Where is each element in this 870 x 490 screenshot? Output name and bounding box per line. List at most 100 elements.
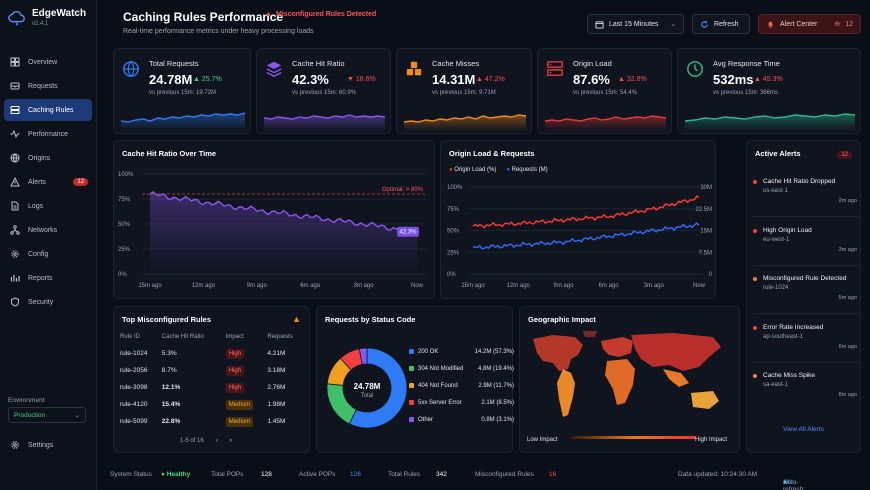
- impact-badge: High: [225, 348, 245, 359]
- time-range-select[interactable]: Last 15 Minutes ⌄: [587, 14, 684, 34]
- sidebar-item-networks[interactable]: Networks: [4, 219, 92, 241]
- pagination: 1-5 of 16 ‹ ›: [180, 438, 232, 444]
- legend-swatch: [409, 400, 414, 405]
- alert-item[interactable]: Misconfigured Rule Detected rule-1024 5m a…: [753, 275, 857, 305]
- kpi-card-origin-load[interactable]: Origin Load 87.6% ▲ 32.8% vs previous 15m: …: [537, 48, 672, 134]
- alert-center-button[interactable]: Alert Center ⊖ 12: [758, 14, 861, 34]
- legend-label: 304 Not Modified: [418, 365, 464, 372]
- legend-item[interactable]: 200 OK 14.2M (57.3%): [409, 343, 514, 360]
- y-tick-label: 0%: [118, 272, 127, 278]
- requests-value: 2.76M: [267, 384, 286, 391]
- brand[interactable]: EdgeWatch v2.4.1: [8, 8, 86, 27]
- kpi-value: 42.3%: [292, 72, 329, 87]
- column-header[interactable]: Rule ID: [120, 334, 141, 340]
- warning-banner[interactable]: ▲ Misconfigured Rules Detected: [265, 11, 376, 18]
- chart-legend: ● Origin Load (%) ● Requests (M): [449, 167, 548, 173]
- origin-load-chart: 100% 30M 75% 22.5M 50% 15M 25% 7.5M 0% 0 15m ago 12…: [447, 185, 713, 289]
- kpi-card-total-requests[interactable]: Total Requests 24.78M ▲ 25.7% vs previous 1…: [113, 48, 251, 134]
- calendar-icon: [595, 20, 604, 29]
- donut-slice-other[interactable]: [358, 347, 368, 365]
- legend-item[interactable]: 5xx Server Error 2.1M (8.5%): [409, 394, 514, 411]
- table-cell: 4.21M: [267, 345, 306, 362]
- legend-item[interactable]: 404 Not Found 2.9M (11.7%): [409, 377, 514, 394]
- sidebar-item-performance[interactable]: Performance: [4, 123, 92, 145]
- x-tick-label: Now: [411, 283, 424, 289]
- alert-item[interactable]: Cache Miss Spike sa-east-1 8m ago: [753, 372, 857, 402]
- sidebar-item-caching-rules[interactable]: Caching Rules: [4, 99, 92, 121]
- y-left-tick-label: 25%: [447, 250, 460, 256]
- rule-id: rule-5099: [120, 418, 148, 425]
- table-row[interactable]: rule-2056 8.7% High 3.18M: [120, 362, 306, 379]
- chevron-left-icon[interactable]: ‹: [215, 438, 218, 444]
- sidebar-item-requests[interactable]: Requests: [4, 75, 92, 97]
- sidebar-item-alerts[interactable]: Alerts 12: [4, 171, 92, 193]
- optimal-label: Optimal: > 80%: [382, 187, 424, 193]
- view-all-alerts-link[interactable]: View All Alerts: [783, 426, 824, 433]
- kpi-card-avg-response-time[interactable]: Avg Response Time 532ms ▲ 45.3% vs previous…: [677, 48, 861, 134]
- network-icon: [10, 225, 20, 235]
- refresh-button[interactable]: Refresh: [692, 14, 750, 34]
- severity-dot: [753, 325, 757, 330]
- sidebar-item-label: Origins: [28, 154, 51, 162]
- chevron-right-icon[interactable]: ›: [229, 438, 232, 444]
- legend-item[interactable]: Other 0.8M (3.1%): [409, 411, 514, 428]
- page-title: Caching Rules Performance: [123, 10, 284, 24]
- legend-value: 14.2M (57.3%): [474, 348, 514, 355]
- kpi-label: Origin Load: [573, 59, 612, 68]
- column-header[interactable]: Requests: [267, 334, 293, 340]
- globe-icon: [123, 61, 139, 77]
- active-pops-label: Active POPs: [299, 471, 336, 478]
- kpi-previous: vs previous 15m: 366ms: [713, 90, 779, 96]
- kpi-card-cache-misses[interactable]: Cache Misses 14.31M ▲ 47.2% vs previous 15m…: [396, 48, 532, 134]
- kpi-change-value: 45.3%: [762, 76, 783, 83]
- sidebar-item-logs[interactable]: Logs: [4, 195, 92, 217]
- table-cell: Medium: [225, 396, 268, 413]
- refresh-icon: [701, 20, 708, 28]
- alert-source: us-east-1: [763, 188, 789, 194]
- alert-item[interactable]: Cache Hit Ratio Dropped us-east-1 2m ago: [753, 178, 857, 208]
- kpi-card-cache-hit-ratio[interactable]: Cache Hit Ratio 42.3% ▼ 18.6% vs previous 1…: [256, 48, 391, 134]
- table-cell: 5.3%: [162, 345, 226, 362]
- table-row[interactable]: rule-5099 22.8% Medium 1.45M: [120, 413, 306, 430]
- bell-icon: [767, 21, 774, 28]
- kpi-change-value: 32.8%: [626, 76, 647, 83]
- sidebar-item-origins[interactable]: Origins: [4, 147, 92, 169]
- hit-ratio-chart: 100% 75% 50% 25% 0% 15m ago 12m ago 9m ago 6m ag…: [118, 172, 427, 289]
- alert-item[interactable]: Error Rate Increased ap-southeast-1 6m ago: [753, 324, 857, 354]
- table-cell: 15.4%: [162, 396, 226, 413]
- server-icon: [10, 106, 20, 114]
- alert-time: 8m ago: [838, 392, 857, 398]
- table-row[interactable]: rule-1024 5.3% High 4.21M: [120, 345, 306, 362]
- misconfigured-rules-value: 16: [549, 471, 557, 478]
- column-header[interactable]: Cache Hit Ratio: [161, 334, 204, 340]
- alert-item[interactable]: High Origin Load eu-west-1 3m ago: [753, 227, 857, 257]
- alert-source: sa-east-1: [763, 382, 789, 388]
- donut-slice-200-ok[interactable]: [348, 347, 408, 429]
- sidebar-item-config[interactable]: Config: [4, 243, 92, 265]
- column-header[interactable]: Impact: [225, 334, 244, 340]
- sidebar-item-settings[interactable]: Settings: [10, 440, 53, 450]
- table-cell: 3.18M: [267, 362, 306, 379]
- sidebar-item-label: Caching Rules: [28, 106, 74, 114]
- hit-ratio-value: 22.8%: [161, 418, 181, 425]
- sidebar-item-overview[interactable]: Overview: [4, 51, 92, 73]
- sidebar-item-reports[interactable]: Reports: [4, 267, 92, 289]
- legend-item-requests[interactable]: ● Requests (M): [506, 167, 548, 173]
- donut-slice-304-not-modified[interactable]: [326, 383, 357, 425]
- legend-item[interactable]: 304 Not Modified 4.8M (19.4%): [409, 360, 514, 377]
- alert-title: Error Rate Increased: [763, 323, 824, 331]
- table-cell: rule-5099: [120, 413, 162, 430]
- alert-time: 5m ago: [838, 295, 857, 301]
- x-tick-label: 12m ago: [192, 283, 216, 289]
- sidebar-item-security[interactable]: Security: [4, 291, 92, 313]
- environment-select[interactable]: Production ⌄: [8, 407, 86, 423]
- auto-refresh-value: ON: [783, 479, 793, 486]
- legend-swatch: [409, 383, 414, 388]
- table-row[interactable]: rule-3098 12.1% High 2.76M: [120, 379, 306, 396]
- table-row[interactable]: rule-4120 15.4% Medium 1.98M: [120, 396, 306, 413]
- status-code-card: Requests by Status Code 24.78M Total 200 …: [316, 306, 514, 453]
- end-value-label: 42.3%: [399, 230, 417, 236]
- kpi-change-value: 47.2%: [484, 76, 505, 83]
- y-tick-label: 100%: [118, 172, 134, 178]
- legend-item-origin-load[interactable]: ● Origin Load (%): [449, 167, 497, 173]
